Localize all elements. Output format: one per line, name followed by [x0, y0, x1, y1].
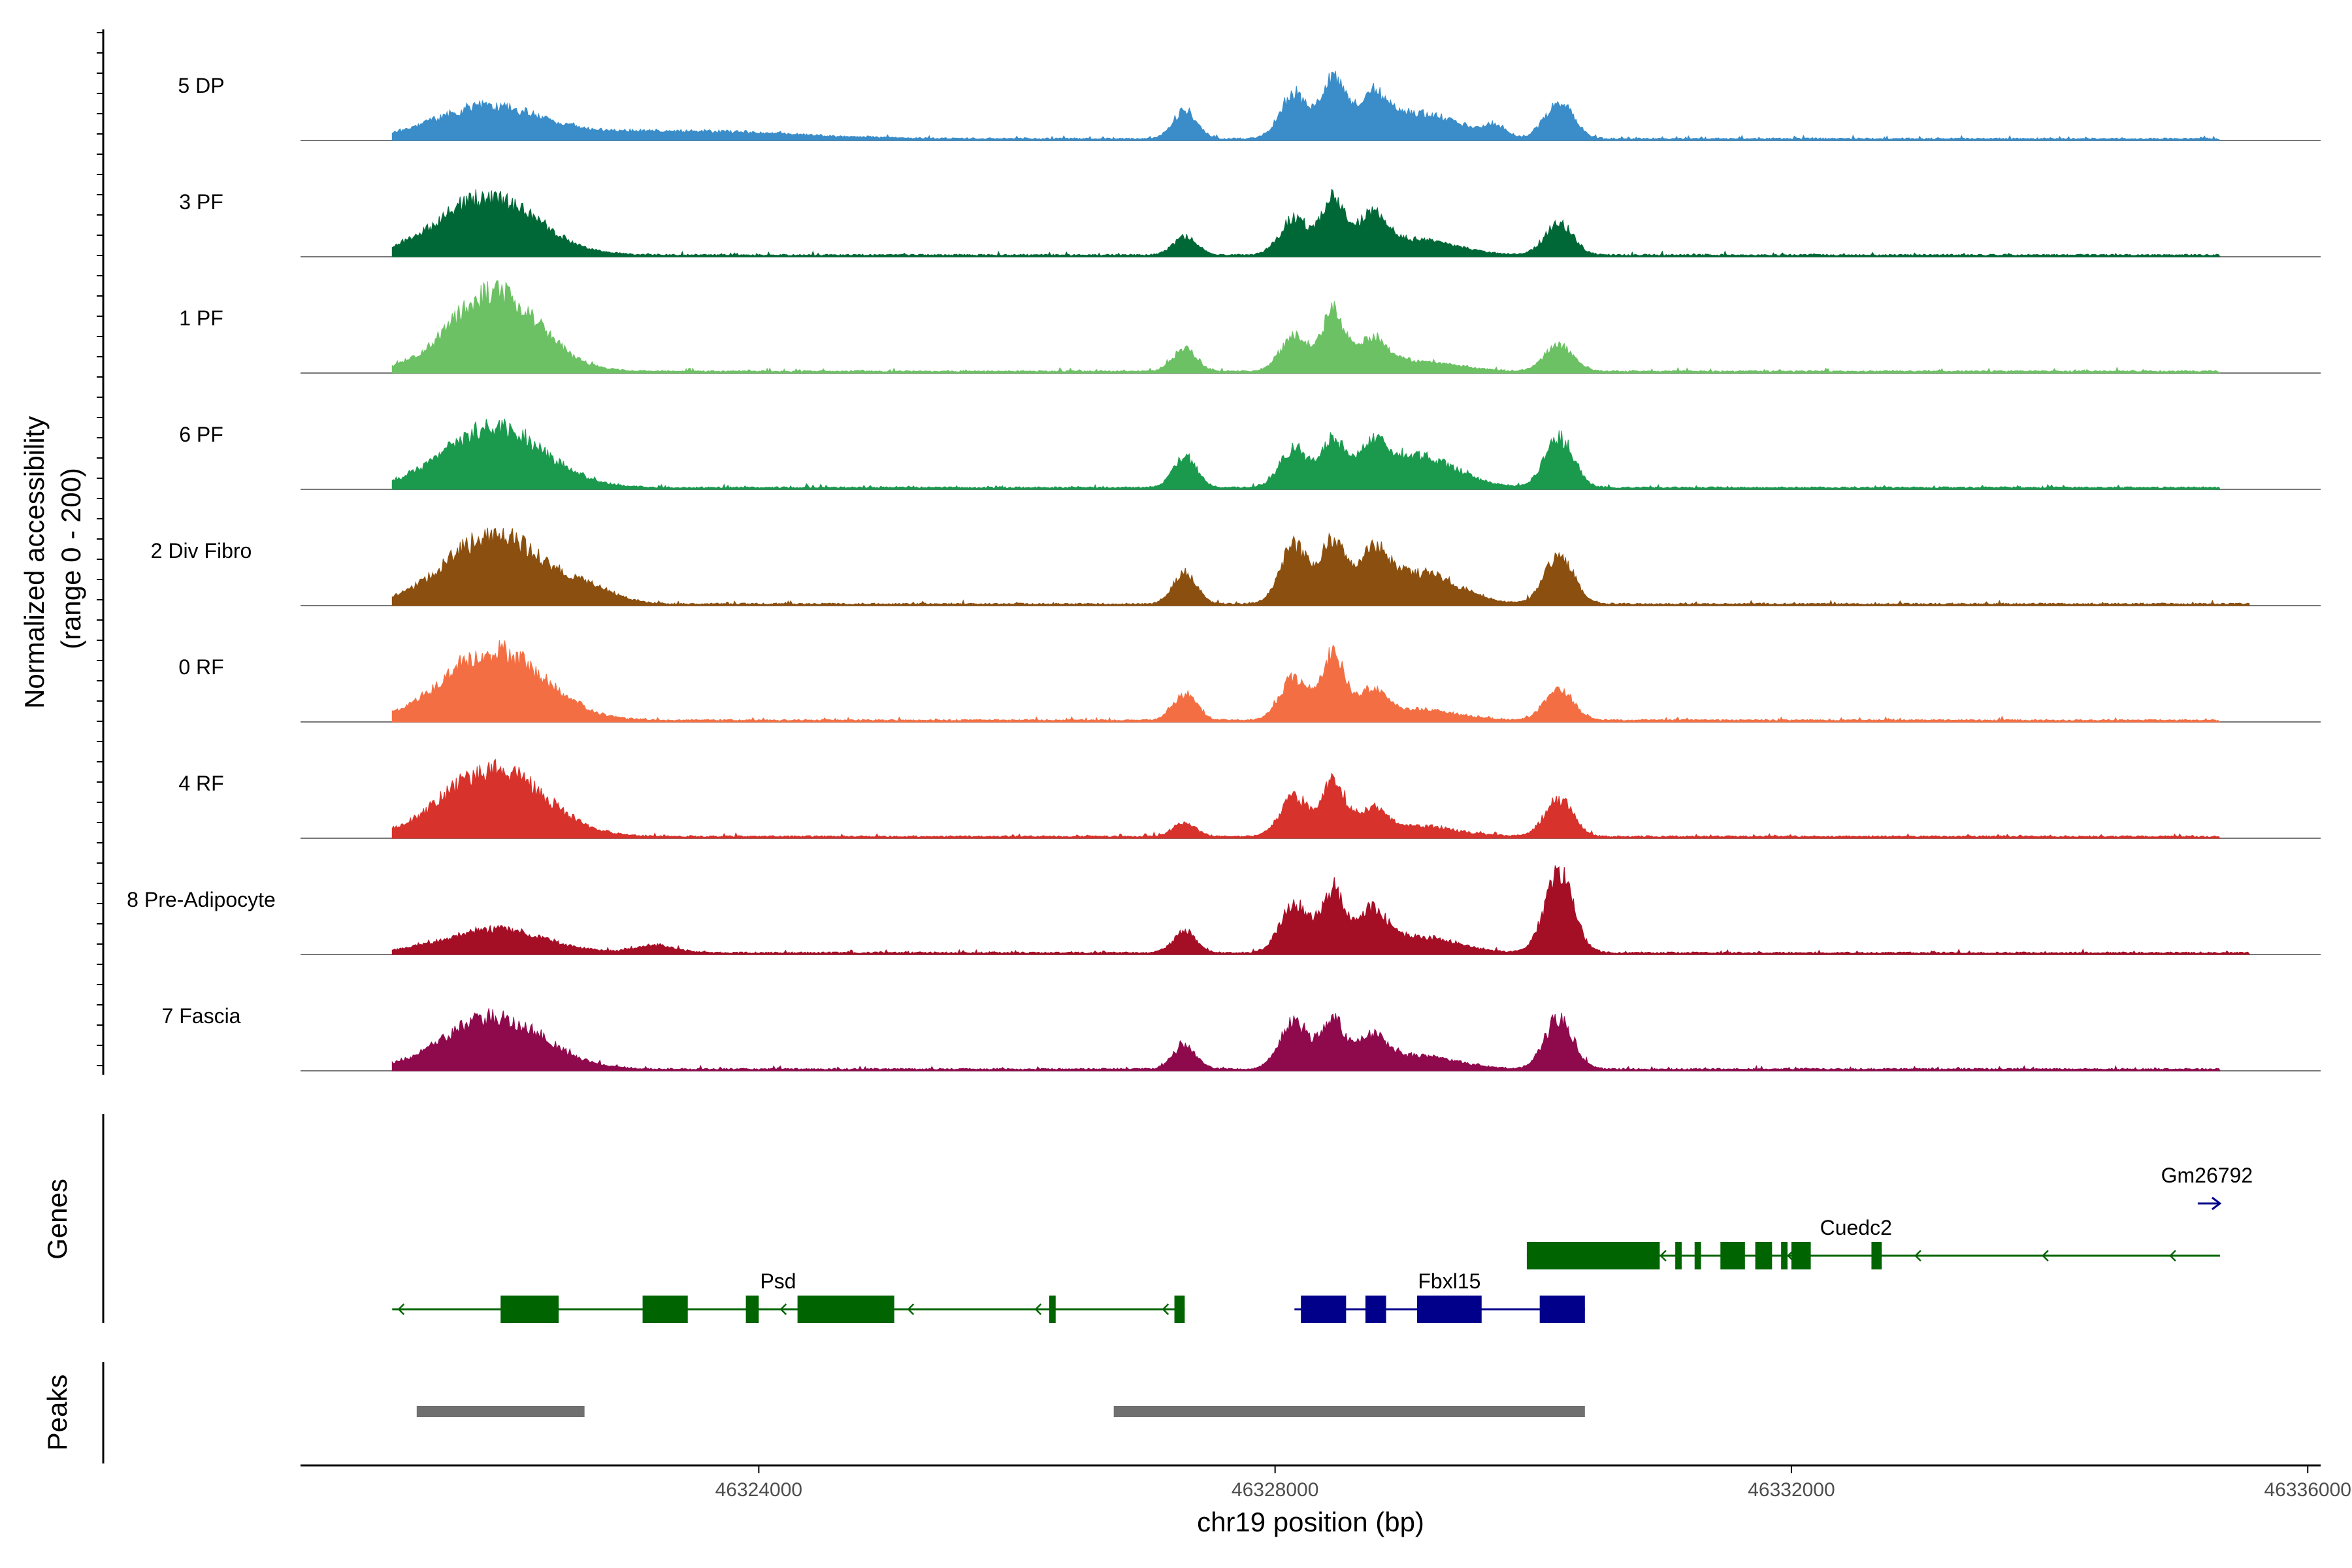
- gene-psd: Psd: [392, 1269, 1185, 1323]
- gene-exon: [1049, 1296, 1056, 1323]
- track-label: 1 PF: [179, 306, 223, 330]
- gene-exon: [642, 1296, 688, 1323]
- track-3: 6 PF: [179, 418, 2321, 490]
- track-5: 0 RF: [178, 640, 2321, 723]
- gene-exon: [797, 1296, 894, 1323]
- gene-exon: [745, 1296, 759, 1323]
- peak-region: [1113, 1406, 1585, 1417]
- track-label: 2 Div Fibro: [151, 539, 252, 563]
- track-0: 5 DP: [178, 71, 2321, 141]
- gene-exon: [1539, 1296, 1585, 1323]
- gene-exon: [1871, 1242, 1882, 1269]
- gene-exon: [1416, 1296, 1482, 1323]
- gene-exon: [1365, 1296, 1386, 1323]
- track-label: 7 Fascia: [162, 1004, 241, 1028]
- gene-models: Psd Fbxl15 Cuedc2 Gm26792: [392, 1164, 2253, 1323]
- x-axis: 46324000 46328000 46332000 46336000 chr19 p…: [301, 1464, 2351, 1537]
- track-label: 8 Pre-Adipocyte: [127, 888, 276, 911]
- track-label: 3 PF: [179, 190, 223, 214]
- track-2: 1 PF: [179, 280, 2321, 374]
- x-ticks: 46324000 46328000 46332000 46336000: [715, 1465, 2351, 1501]
- coverage-area: [391, 759, 2221, 839]
- coverage-panel: Normalized accessibility (range 0 - 200)…: [19, 29, 2321, 1075]
- coverage-area: [391, 640, 2221, 723]
- gene-exon: [1174, 1296, 1185, 1323]
- gene-exon: [500, 1296, 559, 1323]
- peaks-ylabel: Peaks: [42, 1375, 73, 1451]
- gene-exon: [1694, 1242, 1701, 1269]
- track-1: 3 PF: [179, 188, 2321, 257]
- coverage-area: [391, 865, 2251, 955]
- coverage-area: [391, 280, 2221, 374]
- coverage-area: [391, 527, 2250, 606]
- x-tick-label: 46324000: [715, 1479, 802, 1501]
- gene-exon: [1526, 1242, 1660, 1269]
- strand-chevron: [1034, 1303, 1042, 1315]
- coverage-ylabel-line2: (range 0 - 200): [56, 468, 86, 649]
- x-tick-label: 46328000: [1232, 1479, 1318, 1501]
- coverage-area: [391, 1008, 2221, 1071]
- track-4: 2 Div Fibro: [151, 527, 2321, 606]
- gene-label: Psd: [760, 1269, 796, 1293]
- strand-chevron: [1162, 1303, 1169, 1315]
- peak-region: [416, 1406, 585, 1417]
- coverage-y-ticks: [97, 32, 103, 1066]
- strand-chevron: [1914, 1250, 1921, 1262]
- x-tick-label: 46332000: [1748, 1479, 1835, 1501]
- gene-exon: [1781, 1242, 1788, 1269]
- track-label: 0 RF: [178, 655, 223, 679]
- track-6: 4 RF: [178, 759, 2321, 839]
- coverage-area: [391, 188, 2221, 257]
- track-7: 8 Pre-Adipocyte: [127, 865, 2321, 955]
- coverage-tracks: 5 DP 3 PF 1 PF 6 PF 2 Div Fibro 0 RF 4 RF 8 Pre…: [127, 71, 2321, 1071]
- coverage-area: [391, 71, 2221, 141]
- peak-regions: [416, 1406, 1585, 1417]
- coverage-area: [391, 418, 2221, 490]
- genes-panel: Genes Psd Fbxl15 Cuedc2 Gm26792: [42, 1114, 2253, 1323]
- gene-arrowhead: [2211, 1196, 2222, 1211]
- strand-chevron: [1659, 1250, 1667, 1262]
- peaks-panel: Peaks: [42, 1362, 1585, 1463]
- track-label: 4 RF: [178, 772, 223, 795]
- gene-exon: [1675, 1242, 1682, 1269]
- gene-gm26792: Gm26792: [2161, 1164, 2253, 1211]
- gene-exon: [1791, 1242, 1811, 1269]
- x-axis-label: chr19 position (bp): [1197, 1507, 1424, 1537]
- track-label: 6 PF: [179, 423, 223, 446]
- strand-chevron: [2169, 1250, 2176, 1262]
- track-label: 5 DP: [178, 74, 224, 97]
- gene-fbxl15: Fbxl15: [1294, 1269, 1585, 1323]
- coverage-ylabel-line1: Normalized accessibility: [19, 416, 50, 709]
- coverage-ylabel: Normalized accessibility (range 0 - 200): [19, 408, 86, 709]
- gene-label: Gm26792: [2161, 1164, 2253, 1187]
- x-tick-label: 46336000: [2264, 1479, 2351, 1501]
- strand-chevron: [2042, 1250, 2049, 1262]
- genes-ylabel: Genes: [42, 1179, 73, 1260]
- strand-chevron: [397, 1303, 405, 1315]
- gene-exon: [1720, 1242, 1745, 1269]
- track-8: 7 Fascia: [162, 1004, 2321, 1071]
- strand-chevron: [779, 1303, 787, 1315]
- gene-exon: [1755, 1242, 1772, 1269]
- gene-exon: [1301, 1296, 1347, 1323]
- gene-label: Fbxl15: [1418, 1269, 1480, 1293]
- strand-chevron: [907, 1303, 915, 1315]
- gene-label: Cuedc2: [1820, 1216, 1892, 1239]
- gene-cuedc2: Cuedc2: [1526, 1216, 2220, 1269]
